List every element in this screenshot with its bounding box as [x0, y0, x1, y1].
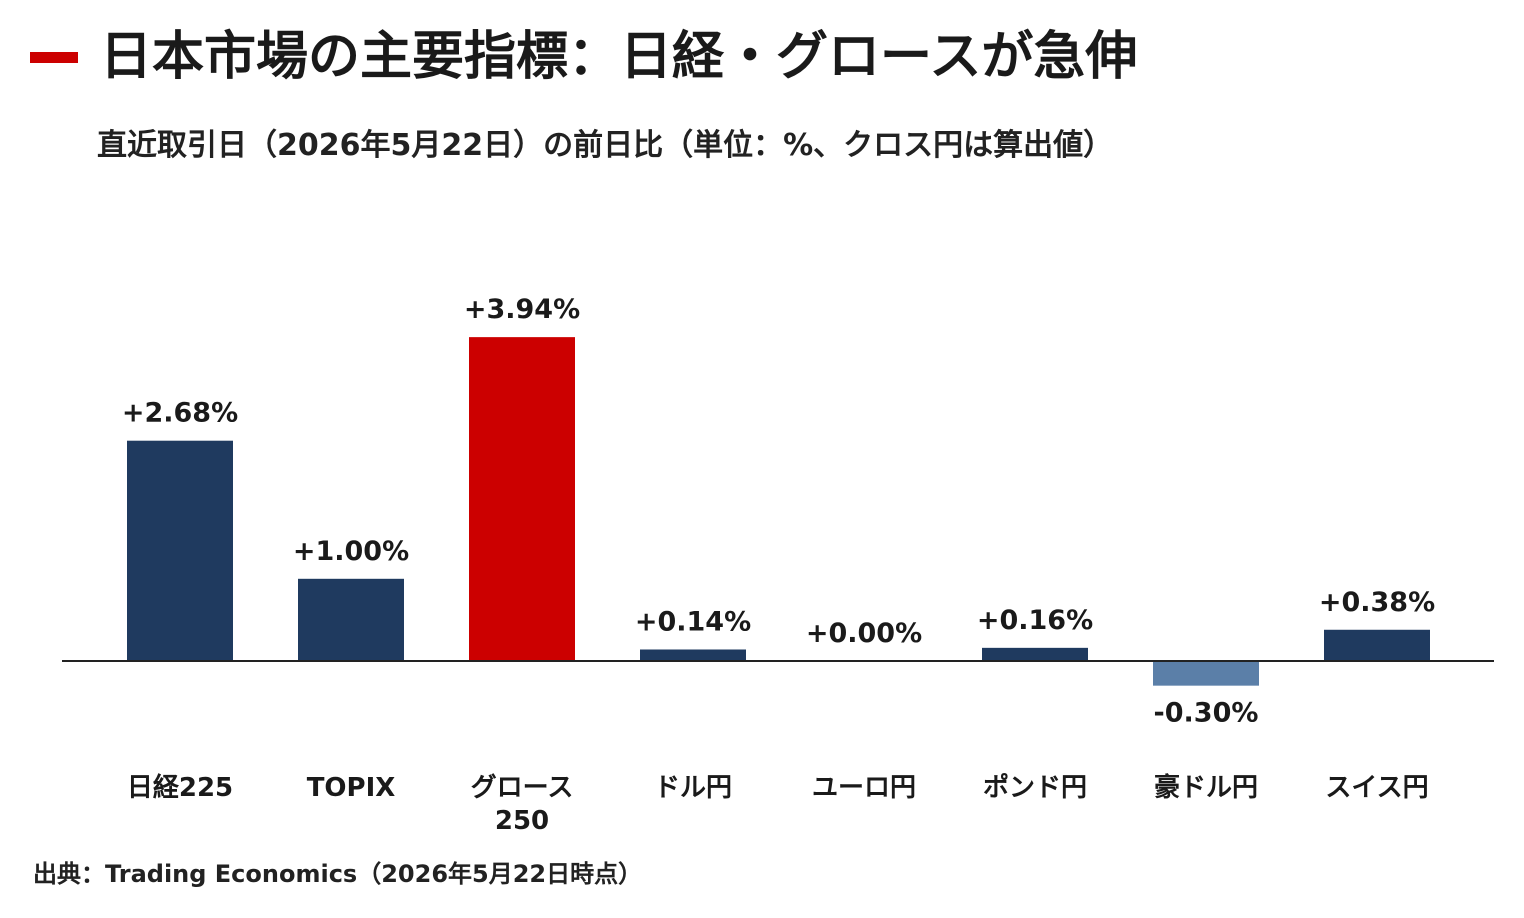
bar-6: [1153, 661, 1259, 686]
category-label-2-line-0: グロース: [471, 773, 574, 803]
value-label-6: -0.30%: [1154, 698, 1259, 729]
value-labels-group: +2.68% +1.00% +3.94% +0.14% +0.00% +0.16% -0.3…: [122, 294, 1435, 729]
bar-5: [982, 647, 1088, 661]
category-label-4: ユーロ円: [812, 773, 916, 803]
category-label-7: スイス円: [1325, 773, 1428, 803]
bar-7: [1324, 629, 1430, 661]
bar-0: [127, 440, 233, 661]
title-accent-bar: [30, 52, 78, 63]
category-label-2-line-1: 250: [495, 806, 549, 836]
value-label-2: +3.94%: [464, 294, 580, 325]
category-label-3: ドル円: [654, 773, 732, 803]
bar-2: [469, 337, 575, 661]
value-label-3: +0.14%: [635, 606, 751, 637]
bar-3: [640, 649, 746, 661]
category-label-1: TOPIX: [307, 773, 396, 803]
category-label-5: ポンド円: [983, 772, 1087, 803]
bars-group: [127, 337, 1430, 686]
value-label-4: +0.00%: [806, 618, 922, 649]
category-label-6: 豪ドル円: [1154, 772, 1258, 803]
value-label-1: +1.00%: [293, 536, 409, 567]
chart-subtitle: 直近取引日（2026年5月22日）の前日比（単位：%、クロス円は算出値）: [97, 128, 1114, 163]
chart-title: 日本市場の主要指標：日経・グロースが急伸: [100, 27, 1138, 87]
category-label-0: 日経225: [127, 772, 233, 803]
value-label-5: +0.16%: [977, 605, 1093, 636]
source-note: 出典：Trading Economics（2026年5月22日時点）: [33, 860, 643, 888]
value-label-0: +2.68%: [122, 398, 238, 429]
bar-1: [298, 578, 404, 661]
value-label-7: +0.38%: [1319, 587, 1435, 618]
